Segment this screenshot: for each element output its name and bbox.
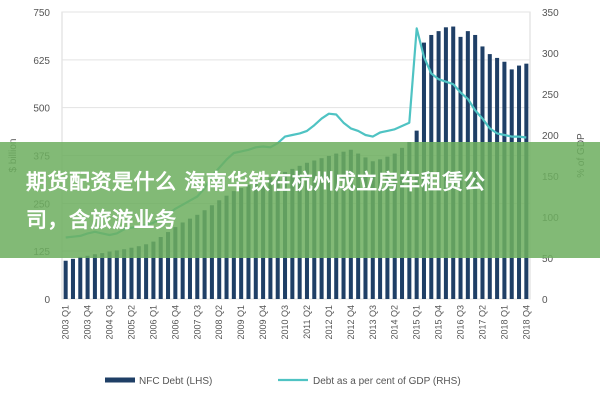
x-tick-label: 2005 Q2 bbox=[127, 305, 137, 340]
x-tick-label: 2009 Q4 bbox=[258, 305, 268, 340]
bar bbox=[63, 260, 68, 299]
y-left-tick-label: 0 bbox=[44, 295, 50, 306]
banner-title-line-1: 期货配资是什么 海南华铁在杭州成立房车租赁公 bbox=[26, 170, 486, 194]
x-tick-label: 2012 Q4 bbox=[346, 305, 356, 340]
bar bbox=[78, 256, 83, 299]
x-tick-label: 2013 Q3 bbox=[368, 305, 378, 340]
y-right-tick-label: 50 bbox=[542, 254, 554, 265]
y-left-tick-label: 500 bbox=[33, 104, 50, 115]
bar bbox=[173, 227, 178, 299]
x-tick-label: 2016 Q3 bbox=[456, 305, 466, 340]
bar bbox=[158, 237, 163, 299]
bar bbox=[180, 222, 185, 299]
x-tick-label: 2014 Q2 bbox=[390, 305, 400, 340]
bar bbox=[85, 255, 90, 299]
x-tick-label: 2018 Q1 bbox=[499, 305, 509, 340]
y-right-tick-label: 250 bbox=[542, 90, 559, 101]
y-right-tick-label: 350 bbox=[542, 8, 559, 19]
x-tick-label: 2006 Q4 bbox=[170, 305, 180, 340]
y-right-tick-label: 300 bbox=[542, 49, 559, 60]
x-tick-label: 2004 Q3 bbox=[105, 305, 115, 340]
overlay-banner[interactable]: 期货配资是什么 海南华铁在杭州成立房车租赁公 司，含旅游业务 bbox=[0, 142, 600, 258]
bar bbox=[92, 254, 97, 299]
y-left-tick-label: 625 bbox=[33, 56, 50, 67]
bar bbox=[122, 249, 127, 299]
x-tick-label: 2015 Q4 bbox=[434, 305, 444, 340]
x-tick-label: 2003 Q1 bbox=[61, 305, 71, 340]
bar bbox=[100, 253, 105, 299]
x-tick-label: 2010 Q3 bbox=[280, 305, 290, 340]
legend-label-debt-gdp: Debt as a per cent of GDP (RHS) bbox=[313, 376, 461, 387]
legend-label-nfc-debt: NFC Debt (LHS) bbox=[139, 376, 212, 387]
banner-title-line-2: 司，含旅游业务 bbox=[26, 208, 177, 232]
y-right-tick-label: 200 bbox=[542, 131, 559, 142]
y-left-tick-label: 750 bbox=[33, 8, 50, 19]
x-tick-label: 2007 Q3 bbox=[192, 305, 202, 340]
x-tick-label: 2012 Q1 bbox=[324, 305, 334, 340]
bar bbox=[187, 218, 192, 299]
bar bbox=[144, 244, 149, 299]
bar bbox=[114, 250, 119, 299]
x-tick-label: 2003 Q4 bbox=[83, 305, 93, 340]
x-tick-label: 2008 Q2 bbox=[214, 305, 224, 340]
x-tick-label: 2006 Q1 bbox=[148, 305, 158, 340]
x-tick-label: 2015 Q1 bbox=[412, 305, 422, 340]
bar bbox=[151, 241, 156, 299]
x-tick-label: 2018 Q4 bbox=[521, 305, 531, 340]
x-tick-label: 2009 Q1 bbox=[236, 305, 246, 340]
bar bbox=[136, 246, 141, 299]
bar bbox=[70, 258, 75, 299]
y-right-tick-label: 0 bbox=[542, 295, 548, 306]
x-tick-label: 2011 Q2 bbox=[302, 305, 312, 339]
bar bbox=[166, 232, 171, 299]
x-tick-label: 2017 Q2 bbox=[478, 305, 488, 340]
bar bbox=[107, 251, 112, 299]
bar bbox=[129, 247, 134, 299]
